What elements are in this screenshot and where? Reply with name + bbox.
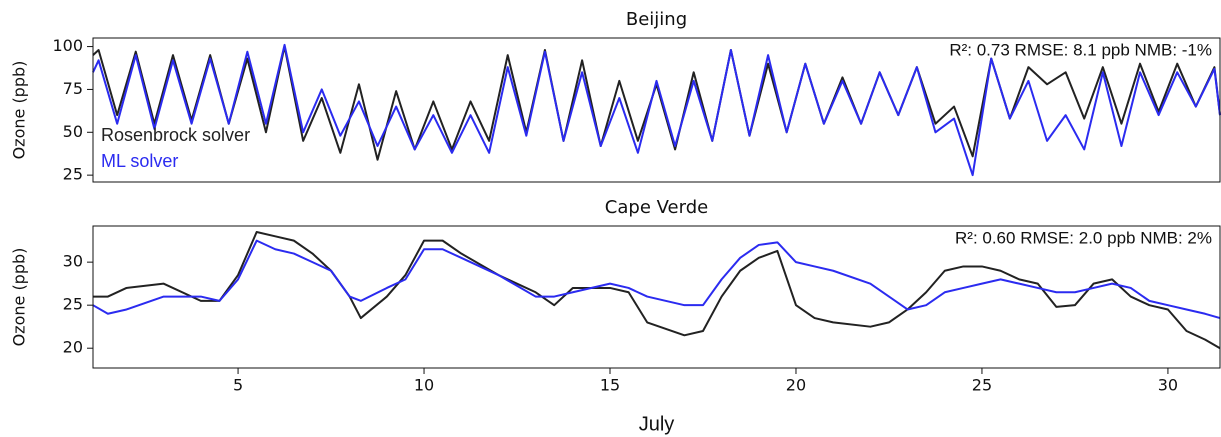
chart-title: Cape Verde [605,197,708,218]
x-tick-label: 25 [972,376,992,395]
x-tick-label: 30 [1158,376,1178,395]
y-tick-label: 25 [63,165,83,184]
y-tick-label: 100 [52,36,83,55]
plot-frame [92,37,1221,183]
series-line [92,239,1221,320]
x-tick-label: 20 [786,376,806,395]
y-tick-label: 25 [63,295,83,314]
y-tick-label: 30 [63,252,83,271]
annotation: R²: 0.73 RMSE: 8.1 ppb NMB: -1% [949,40,1212,59]
y-axis-label: Ozone (ppb) [10,248,29,347]
series-line [92,43,1221,177]
plot-frame [92,225,1221,369]
series-line [92,45,1221,161]
y-tick-label: 20 [63,338,83,357]
series-line [93,231,1221,350]
y-tick-label: 75 [63,79,83,98]
x-tick-label: 5 [233,376,243,395]
y-tick-label: 50 [63,122,83,141]
x-tick-label: 10 [414,376,434,395]
chart-title: Beijing [626,9,687,30]
legend-label: Rosenbrock solver [101,125,250,145]
annotation: R²: 0.60 RMSE: 2.0 ppb NMB: 2% [955,228,1212,247]
x-tick-label: 15 [600,376,620,395]
x-axis-label: July [639,413,675,435]
legend-label: ML solver [101,151,178,171]
y-axis-label: Ozone (ppb) [10,61,29,160]
